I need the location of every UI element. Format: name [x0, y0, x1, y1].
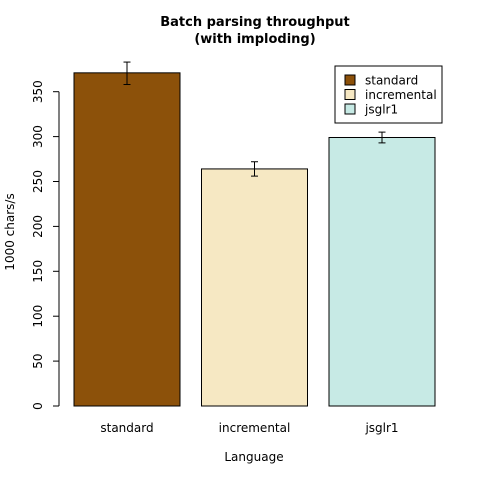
bar-incremental	[201, 168, 308, 407]
chart-title: Batch parsing throughput	[160, 15, 350, 30]
legend-swatch-incremental	[344, 89, 356, 100]
bar-standard	[73, 72, 181, 407]
legend-swatch-jsglr1	[344, 103, 356, 115]
x-tick-label: incremental	[219, 421, 291, 435]
errorbars-group	[123, 61, 386, 177]
y-tick-label: 250	[31, 170, 45, 193]
x-tick-label: standard	[100, 421, 153, 435]
x-axis-label: Language	[224, 450, 283, 464]
y-tick-label: 200	[31, 215, 45, 238]
y-tick-label: 50	[31, 353, 45, 368]
y-tick-label: 150	[31, 260, 45, 283]
x-axis-tick-labels: standard incremental jsglr1	[100, 421, 398, 435]
y-axis-label: 1000 chars/s	[3, 193, 17, 270]
y-axis-ticks: 0 50 100 150 200 250 300 350	[31, 80, 59, 410]
legend-label-incremental: incremental	[365, 88, 437, 102]
legend-label-standard: standard	[365, 74, 418, 88]
y-tick-label: 100	[31, 305, 45, 328]
y-tick-label: 350	[31, 80, 45, 103]
y-tick-label: 0	[31, 402, 45, 410]
legend-swatch-standard	[344, 74, 356, 86]
legend-label-jsglr1: jsglr1	[364, 103, 398, 117]
x-tick-label: jsglr1	[364, 421, 398, 435]
errorbar-jsglr1	[378, 131, 386, 144]
chart-subtitle: (with imploding)	[194, 32, 315, 47]
y-tick-label: 300	[31, 125, 45, 148]
bar-jsglr1	[328, 136, 436, 407]
errorbar-standard	[123, 61, 131, 86]
errorbar-incremental	[251, 161, 258, 177]
